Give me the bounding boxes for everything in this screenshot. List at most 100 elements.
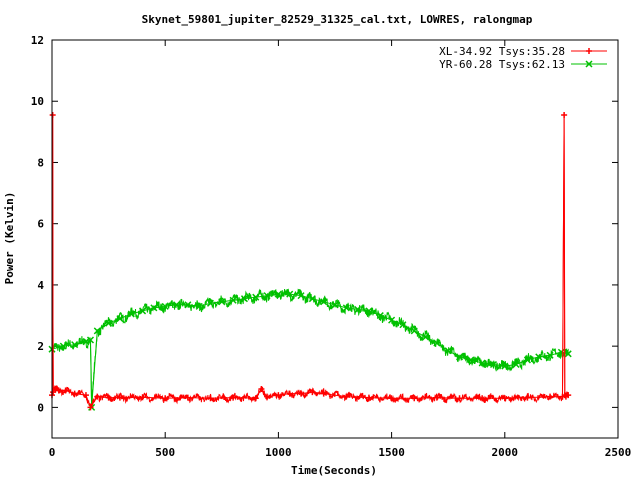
data-point xyxy=(467,356,475,364)
data-point xyxy=(286,290,294,298)
data-point xyxy=(479,395,486,402)
data-point xyxy=(93,327,101,335)
series-line xyxy=(51,288,569,405)
data-point xyxy=(82,338,90,346)
data-point xyxy=(71,390,78,397)
data-point xyxy=(331,301,339,309)
data-point xyxy=(320,390,327,397)
data-point xyxy=(433,339,441,347)
data-point xyxy=(71,341,79,349)
y-axis-label: Power (Kelvin) xyxy=(3,192,16,285)
data-point xyxy=(258,386,265,393)
data-point xyxy=(184,394,191,401)
x-tick-label: 2000 xyxy=(492,446,519,459)
x-tick-label: 1000 xyxy=(265,446,292,459)
data-point xyxy=(275,392,282,399)
data-point xyxy=(298,390,305,397)
data-point xyxy=(252,293,260,301)
data-point xyxy=(456,395,463,402)
data-point xyxy=(50,389,57,396)
y-tick-label: 2 xyxy=(37,340,44,353)
data-point xyxy=(444,347,452,355)
y-tick-label: 8 xyxy=(37,156,44,169)
legend-label: XL-34.92 Tsys:35.28 xyxy=(439,45,565,58)
data-point xyxy=(161,302,169,310)
data-point xyxy=(501,362,509,370)
data-point xyxy=(252,395,259,402)
data-point xyxy=(501,395,508,402)
y-tick-label: 4 xyxy=(37,279,44,292)
data-point xyxy=(127,310,135,318)
y-tick-label: 6 xyxy=(37,218,44,231)
chart-title: Skynet_59801_jupiter_82529_31325_cal.txt… xyxy=(142,13,533,26)
y-tick-label: 10 xyxy=(31,95,44,108)
data-point xyxy=(365,394,372,401)
data-point xyxy=(49,112,56,119)
x-axis-label: Time(Seconds) xyxy=(291,464,377,477)
data-point xyxy=(320,298,328,306)
data-point xyxy=(55,387,62,394)
data-point xyxy=(342,304,350,312)
data-point xyxy=(150,304,158,312)
data-point xyxy=(52,386,59,393)
data-point xyxy=(206,299,215,307)
data-point xyxy=(86,336,95,344)
data-point xyxy=(308,295,316,303)
data-point xyxy=(139,394,146,401)
plot-frame xyxy=(51,39,619,439)
x-tick-label: 500 xyxy=(155,446,175,459)
data-point xyxy=(274,290,282,298)
y-tick-label: 0 xyxy=(37,401,44,414)
data-point xyxy=(547,393,554,400)
x-tick-label: 0 xyxy=(49,446,56,459)
legend-marker xyxy=(585,60,593,68)
data-point xyxy=(116,315,124,323)
data-point xyxy=(561,112,568,119)
data-point xyxy=(343,393,350,400)
data-point xyxy=(59,342,67,350)
data-point xyxy=(546,351,554,359)
data-point xyxy=(184,301,192,309)
data-point xyxy=(172,301,181,309)
data-point xyxy=(309,389,316,396)
series-layer xyxy=(48,112,572,411)
data-point xyxy=(82,392,89,399)
data-point xyxy=(218,298,226,306)
data-point xyxy=(105,319,113,327)
data-point xyxy=(388,395,395,402)
data-point xyxy=(116,394,123,401)
data-point xyxy=(207,395,214,402)
data-point xyxy=(139,307,147,315)
data-point xyxy=(105,394,112,401)
data-point xyxy=(422,333,430,341)
data-point xyxy=(524,394,531,401)
data-point xyxy=(162,395,169,402)
data-point xyxy=(62,387,69,394)
y-tick-label: 12 xyxy=(31,34,44,47)
data-point xyxy=(264,393,271,400)
data-point xyxy=(354,305,362,313)
data-point xyxy=(229,296,237,304)
data-point xyxy=(433,394,440,401)
data-point xyxy=(489,360,498,369)
x-tick-label: 1500 xyxy=(378,446,405,459)
data-point xyxy=(263,292,271,300)
data-point xyxy=(512,360,520,369)
data-point xyxy=(523,356,531,364)
data-point xyxy=(564,350,572,358)
data-point xyxy=(535,353,543,361)
axis-ticks: 0 500 1000 1500 2000 2500 0 2 4 6 8 10 12 xyxy=(31,34,632,459)
series-yr xyxy=(48,288,572,411)
data-point xyxy=(297,292,305,300)
series-xl xyxy=(49,112,572,411)
data-point xyxy=(411,395,418,402)
data-point xyxy=(230,394,237,401)
data-point xyxy=(565,392,572,399)
data-point xyxy=(94,393,101,400)
series-anchor-line xyxy=(51,114,569,409)
data-point xyxy=(399,321,407,329)
data-point xyxy=(240,295,248,303)
x-tick-label: 2500 xyxy=(605,446,632,459)
